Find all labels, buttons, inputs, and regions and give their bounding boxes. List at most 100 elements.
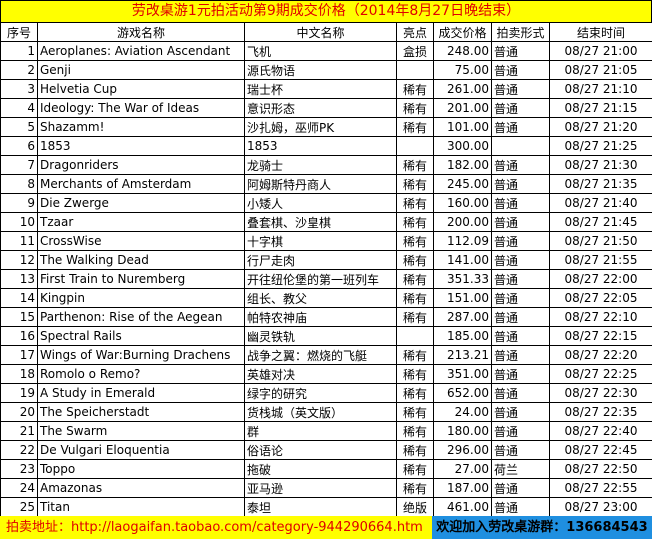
cell: 拖破: [244, 459, 397, 479]
cell: 稀有: [396, 193, 434, 213]
cell: 6: [0, 136, 38, 156]
cell: 08/27 22:55: [549, 478, 652, 498]
table-row: 19 A Study in Emerald 绿字的研究 稀有 652.00 普通 08/27…: [0, 383, 652, 403]
cell: 213.21: [433, 345, 492, 365]
cell: 9: [0, 193, 38, 213]
cell: 稀有: [396, 155, 434, 175]
cell: 245.00: [433, 174, 492, 194]
cell: 稀有: [396, 440, 434, 460]
cell: 19: [0, 383, 38, 403]
cell: 泰坦: [244, 497, 397, 517]
cell: 普通: [491, 79, 550, 99]
cell: 叠套棋、沙皇棋: [244, 212, 397, 232]
cell: 17: [0, 345, 38, 365]
cell: 300.00: [433, 136, 492, 156]
cell: 22: [0, 440, 38, 460]
cell: [491, 136, 550, 156]
cell: 24.00: [433, 402, 492, 422]
cell: 08/27 22:40: [549, 421, 652, 441]
cell: 08/27 21:15: [549, 98, 652, 118]
cell: Spectral Rails: [37, 326, 245, 346]
table-row: 11 CrossWise 十字棋 稀有 112.09 普通 08/27 21:50: [0, 231, 652, 251]
title: 劳改桌游1元拍活动第9期成交价格（2014年8月27日晚结束）: [0, 0, 652, 23]
column-header: 中文名称: [244, 22, 397, 42]
column-header: 亮点: [396, 22, 434, 42]
table-row: 18 Romolo o Remo? 英雄对决 稀有 351.00 普通 08/27 22:2…: [0, 364, 652, 384]
cell: 12: [0, 250, 38, 270]
cell: 08/27 22:20: [549, 345, 652, 365]
cell: 龙骑士: [244, 155, 397, 175]
cell: 普通: [491, 421, 550, 441]
table-row: 13 First Train to Nuremberg 开往纽伦堡的第一班列车 稀有 3…: [0, 269, 652, 289]
cell: 普通: [491, 212, 550, 232]
table-row: 21 The Swarm 群稀有 180.00 普通 08/27 22:40: [0, 421, 652, 441]
cell: 普通: [491, 250, 550, 270]
cell: 08/27 21:30: [549, 155, 652, 175]
cell: 战争之翼：燃烧的飞艇: [244, 345, 397, 365]
cell: 08/27 22:45: [549, 440, 652, 460]
cell: 287.00: [433, 307, 492, 327]
cell: 08/27 22:50: [549, 459, 652, 479]
table-row: 20 The Speicherstadt 货栈城（英文版） 稀有 24.00 普通 08/2…: [0, 402, 652, 422]
cell: 141.00: [433, 250, 492, 270]
cell: 08/27 21:50: [549, 231, 652, 251]
cell: 稀有: [396, 383, 434, 403]
results-table: 序号 游戏名称 中文名称 亮点 成交价格 拍卖形式 结束时间 1 Aeroplanes: Av…: [0, 22, 652, 517]
cell: 荷兰: [491, 459, 550, 479]
cell: 稀有: [396, 117, 434, 137]
table-row: 23 Toppo 拖破 稀有 27.00 荷兰 08/27 22:50: [0, 459, 652, 479]
cell: 普通: [491, 345, 550, 365]
cell: 08/27 22:25: [549, 364, 652, 384]
cell: 货栈城（英文版）: [244, 402, 397, 422]
cell: 稀有: [396, 98, 434, 118]
cell: Tzaar: [37, 212, 245, 232]
cell: [396, 60, 434, 80]
cell: 稀有: [396, 269, 434, 289]
cell: CrossWise: [37, 231, 245, 251]
cell: 08/27 21:10: [549, 79, 652, 99]
cell: 261.00: [433, 79, 492, 99]
cell: 14: [0, 288, 38, 308]
column-header: 拍卖形式: [491, 22, 550, 42]
cell: 101.00: [433, 117, 492, 137]
cell: A Study in Emerald: [37, 383, 245, 403]
cell: 180.00: [433, 421, 492, 441]
cell: De Vulgari Eloquentia: [37, 440, 245, 460]
cell: 普通: [491, 155, 550, 175]
cell: Helvetia Cup: [37, 79, 245, 99]
cell: 201.00: [433, 98, 492, 118]
cell: [396, 136, 434, 156]
cell: 461.00: [433, 497, 492, 517]
cell: Shazamm!: [37, 117, 245, 137]
table-row: 7 Dragonriders 龙骑士 稀有 182.00 普通 08/27 21:30: [0, 155, 652, 175]
cell: 08/27 21:40: [549, 193, 652, 213]
cell: 普通: [491, 288, 550, 308]
cell: 15: [0, 307, 38, 327]
cell: 25: [0, 497, 38, 517]
table-row: 5 Shazamm! 沙扎姆，巫师PK 稀有 101.00 普通 08/27 21:20: [0, 117, 652, 137]
table-row: 3 Helvetia Cup 瑞士杯 稀有 261.00 普通 08/27 21:10: [0, 79, 652, 99]
cell: 亚马逊: [244, 478, 397, 498]
cell: 普通: [491, 41, 550, 61]
cell: 源氏物语: [244, 60, 397, 80]
table-row: 17 Wings of War:Burning Drachens 战争之翼：燃烧的飞…: [0, 345, 652, 365]
cell: 小矮人: [244, 193, 397, 213]
table-row: 9 Die Zwerge 小矮人 稀有 160.00 普通 08/27 21:40: [0, 193, 652, 213]
cell: The Swarm: [37, 421, 245, 441]
cell: 08/27 21:00: [549, 41, 652, 61]
cell: 阿姆斯特丹商人: [244, 174, 397, 194]
cell: 瑞士杯: [244, 79, 397, 99]
cell: 普通: [491, 383, 550, 403]
cell: 182.00: [433, 155, 492, 175]
cell: 普通: [491, 364, 550, 384]
cell: 稀有: [396, 459, 434, 479]
cell: Die Zwerge: [37, 193, 245, 213]
cell: 08/27 22:00: [549, 269, 652, 289]
cell: 稀有: [396, 174, 434, 194]
cell: 7: [0, 155, 38, 175]
cell: 27.00: [433, 459, 492, 479]
table-row: 2 Genji 源氏物语 75.00 普通 08/27 21:05: [0, 60, 652, 80]
table-row: 24 Amazonas 亚马逊 稀有 187.00 普通 08/27 22:55: [0, 478, 652, 498]
cell: 652.00: [433, 383, 492, 403]
cell: Ideology: The War of Ideas: [37, 98, 245, 118]
